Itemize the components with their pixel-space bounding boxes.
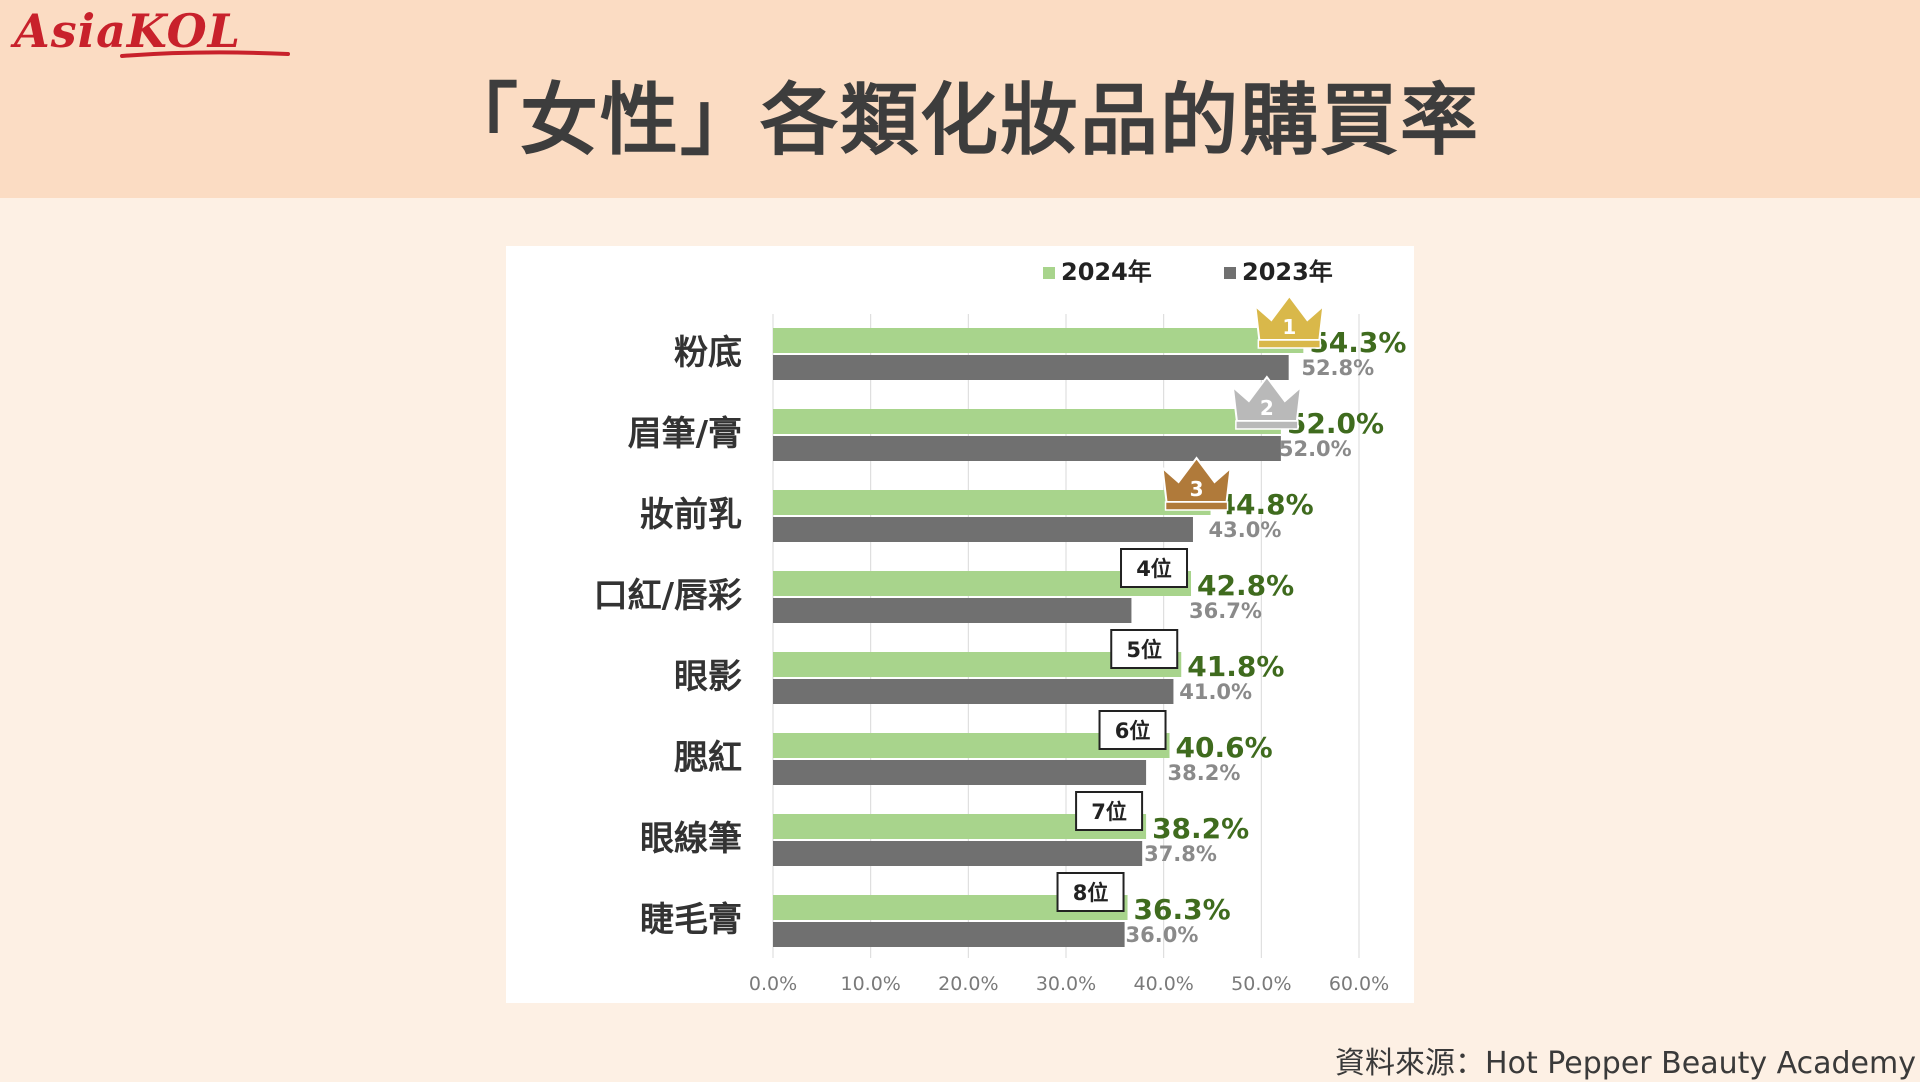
bar-2023 <box>773 517 1193 542</box>
silver-crown-icon: 2 <box>1231 375 1303 430</box>
rank-badge-label: 8位 <box>1073 881 1109 905</box>
bar-2023 <box>773 355 1289 380</box>
bar-2023 <box>773 598 1132 623</box>
value-label-2023: 52.8% <box>1301 356 1374 380</box>
chart-card: 粉底 54.3% 52.8% 眉筆/膏 52.0% 52.0% 妝前乳 44.8% 43.0% 口… <box>506 246 1414 1003</box>
crown-shape <box>1161 456 1232 503</box>
value-label-2024: 42.8% <box>1197 569 1294 602</box>
bar-2023 <box>773 841 1143 866</box>
value-label-2024: 52.0% <box>1287 407 1384 440</box>
value-label-2024: 44.8% <box>1217 488 1314 521</box>
x-tick-label: 10.0% <box>840 973 900 995</box>
value-label-2024: 54.3% <box>1309 326 1406 359</box>
rank-badge-box <box>1120 548 1189 588</box>
x-tick-label: 60.0% <box>1329 973 1389 995</box>
value-label-2023: 36.0% <box>1126 923 1199 947</box>
legend-swatch-2024 <box>1043 267 1055 279</box>
rank-badge: 5位 <box>1110 629 1179 669</box>
value-label-2023: 38.2% <box>1168 761 1241 785</box>
legend-label-2023: 2023年 <box>1242 258 1333 286</box>
bar-2024 <box>773 328 1304 353</box>
rank-badge-box <box>1110 629 1179 669</box>
category-label: 粉底 <box>674 333 742 373</box>
category-label: 眼線筆 <box>640 819 742 859</box>
rank-badge-label: 5位 <box>1126 638 1162 662</box>
rank-badge-box <box>1075 791 1144 831</box>
legend-label-2024: 2024年 <box>1061 258 1152 286</box>
rank-badge-box <box>1098 710 1167 750</box>
x-tick-label: 20.0% <box>938 973 998 995</box>
value-label-2023: 52.0% <box>1279 437 1352 461</box>
bar-2024 <box>773 409 1281 434</box>
bar-2023 <box>773 922 1125 947</box>
gold-crown-icon: 1 <box>1254 294 1325 349</box>
category-label: 睫毛膏 <box>640 900 742 940</box>
rank-badge-box <box>1056 872 1125 912</box>
bar-2023 <box>773 679 1174 704</box>
value-label-2024: 36.3% <box>1134 893 1231 926</box>
header-band <box>0 0 1920 198</box>
page-title: 「女性」各類化妝品的購買率 <box>439 76 1480 166</box>
x-tick-label: 30.0% <box>1036 973 1096 995</box>
bar-2024 <box>773 490 1211 515</box>
logo-swoosh-icon <box>120 50 290 58</box>
category-label: 口紅/唇彩 <box>594 576 742 616</box>
legend-swatch-2023 <box>1224 267 1236 279</box>
value-label-2024: 41.8% <box>1187 650 1284 683</box>
category-label: 眉筆/膏 <box>628 414 742 454</box>
category-label: 眼影 <box>674 657 742 697</box>
rank-number: 2 <box>1260 396 1274 420</box>
rank-badge-label: 4位 <box>1136 557 1172 581</box>
crown-base <box>1257 339 1322 349</box>
crown-shape <box>1231 375 1303 422</box>
value-label-2023: 36.7% <box>1189 599 1262 623</box>
value-label-2024: 40.6% <box>1176 731 1273 764</box>
rank-badge: 8位 <box>1056 872 1125 912</box>
value-label-2023: 37.8% <box>1144 842 1217 866</box>
crown-base <box>1235 420 1299 430</box>
rank-badge: 4位 <box>1120 548 1189 588</box>
source-note: 資料來源：Hot Pepper Beauty Academy <box>1335 1046 1916 1081</box>
rank-number: 3 <box>1190 477 1204 501</box>
category-label: 腮紅 <box>674 738 742 778</box>
bar-2023 <box>773 436 1281 461</box>
value-label-2024: 38.2% <box>1152 812 1249 845</box>
rank-badge: 6位 <box>1098 710 1167 750</box>
bar-2023 <box>773 760 1147 785</box>
purchase-rate-chart: 粉底 54.3%52.8% 眉筆/膏 52.0%52.0% 妝前乳 44.8%43.0% 口… <box>594 258 1407 995</box>
bronze-crown-icon: 3 <box>1161 456 1232 511</box>
value-label-2023: 41.0% <box>1179 680 1252 704</box>
rank-badge: 7位 <box>1075 791 1144 831</box>
value-label-2023: 43.0% <box>1209 518 1282 542</box>
category-label: 妝前乳 <box>640 495 742 535</box>
asiakol-logo: AsiaKOL <box>14 4 242 58</box>
x-tick-label: 40.0% <box>1133 973 1193 995</box>
crown-base <box>1164 501 1229 511</box>
rank-number: 1 <box>1282 315 1296 339</box>
rank-badge-label: 6位 <box>1115 719 1151 743</box>
x-tick-label: 0.0% <box>749 973 797 995</box>
x-tick-label: 50.0% <box>1231 973 1291 995</box>
crown-shape <box>1254 294 1325 341</box>
rank-badge-label: 7位 <box>1091 800 1127 824</box>
